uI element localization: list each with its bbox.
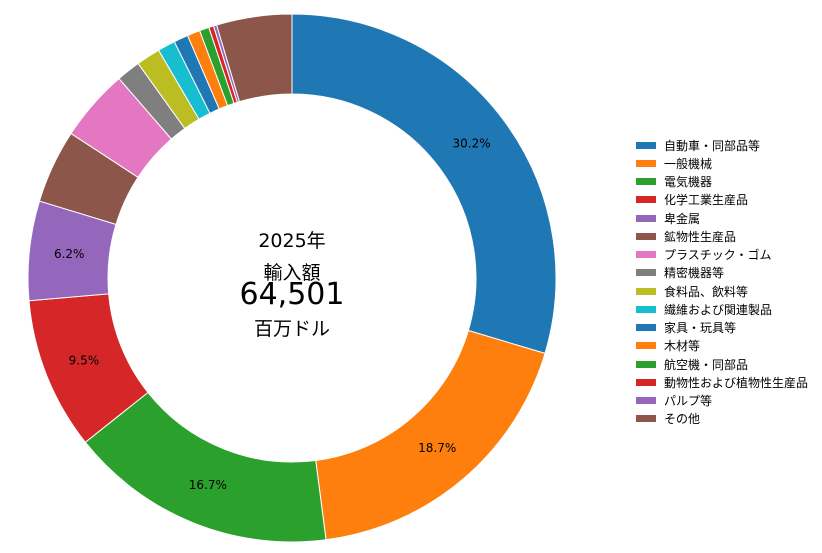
legend-swatch — [636, 342, 656, 350]
donut-slice — [291, 13, 557, 354]
legend-swatch — [636, 324, 656, 332]
legend-item: プラスチック・ゴム — [636, 246, 808, 264]
legend-item: 精密機器等 — [636, 264, 808, 282]
legend-swatch — [636, 360, 656, 368]
legend-item: パルプ等 — [636, 392, 808, 410]
legend-swatch — [636, 397, 656, 405]
legend-swatch — [636, 305, 656, 313]
legend-item: その他 — [636, 410, 808, 428]
slice-percent-label: 16.7% — [189, 478, 227, 492]
donut-slice — [216, 13, 293, 103]
legend-label: 電気機器 — [664, 175, 713, 190]
legend-swatch — [636, 378, 656, 386]
legend-swatch — [636, 159, 656, 167]
legend-item: 自動車・同部品等 — [636, 136, 808, 154]
legend-swatch — [636, 251, 656, 259]
legend-label: 鉱物性生産品 — [664, 229, 737, 244]
legend-item: 電気機器 — [636, 173, 808, 191]
legend-item: 卑金属 — [636, 209, 808, 227]
slice-percent-label: 6.2% — [54, 247, 85, 261]
center-unit: 百万ドル — [253, 318, 330, 340]
legend-swatch — [636, 214, 656, 222]
donut-slice — [315, 329, 546, 541]
legend-label: 食料品、飲料等 — [664, 284, 749, 299]
legend-item: 食料品、飲料等 — [636, 282, 808, 300]
donut-slice — [84, 391, 327, 543]
legend-label: 家具・玩具等 — [664, 321, 737, 336]
legend-item: 化学工業生産品 — [636, 191, 808, 209]
legend-label: その他 — [664, 412, 701, 427]
legend-swatch — [636, 287, 656, 295]
center-total: 64,501 — [239, 277, 345, 312]
slice-percent-label: 30.2% — [453, 137, 491, 151]
legend: 自動車・同部品等 一般機械電気機器化学工業生産品 卑金属鉱物性生産品プラスチック・ゴ… — [636, 136, 808, 428]
legend-label: 繊維および関連製品 — [664, 302, 773, 317]
legend-item: 木材等 — [636, 337, 808, 355]
legend-swatch — [636, 232, 656, 240]
legend-label: 精密機器等 — [664, 266, 725, 281]
legend-item: 動物性および植物性生産品 — [636, 373, 808, 391]
legend-label: 動物性および植物性生産品 — [664, 375, 809, 390]
legend-label: 一般機械 — [664, 156, 713, 171]
legend-swatch — [636, 141, 656, 149]
legend-swatch — [636, 269, 656, 277]
legend-label: 航空機・同部品 — [664, 357, 749, 372]
legend-label: 自動車・同部品等 — [664, 138, 761, 153]
slice-percent-label: 9.5% — [69, 353, 100, 367]
legend-item: 一般機械 — [636, 154, 808, 172]
legend-item: 鉱物性生産品 — [636, 227, 808, 245]
legend-label: 化学工業生産品 — [664, 193, 749, 208]
legend-swatch — [636, 415, 656, 423]
legend-item: 航空機・同部品 — [636, 355, 808, 373]
legend-label: 卑金属 — [664, 211, 701, 226]
legend-item: 家具・玩具等 — [636, 319, 808, 337]
legend-swatch — [636, 178, 656, 186]
legend-label: パルプ等 — [664, 394, 713, 409]
legend-item: 繊維および関連製品 — [636, 300, 808, 318]
slice-percent-label: 18.7% — [418, 441, 456, 455]
center-year: 2025年 — [258, 230, 326, 252]
legend-label: 木材等 — [664, 339, 701, 354]
legend-swatch — [636, 196, 656, 204]
center-title: 輸入額 — [263, 262, 321, 284]
legend-label: プラスチック・ゴム — [664, 248, 772, 263]
